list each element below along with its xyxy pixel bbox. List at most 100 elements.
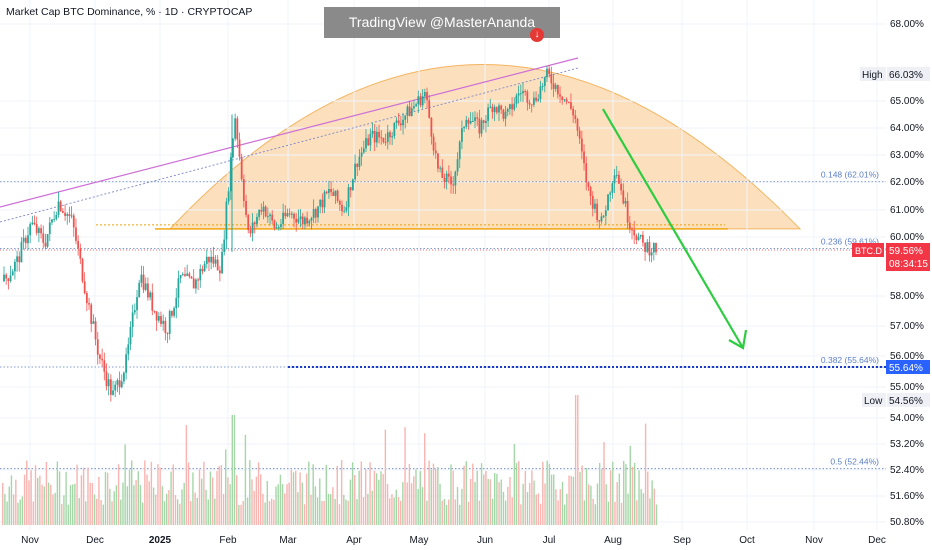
volume-bar — [524, 470, 527, 525]
volume-bar — [255, 476, 258, 525]
volume-bar — [465, 461, 467, 525]
candle-body — [306, 217, 309, 224]
candle-body — [426, 92, 428, 101]
candle-body — [286, 213, 289, 217]
y-tick-label: 51.60% — [890, 491, 924, 502]
candle-body — [578, 130, 581, 139]
candle-body — [480, 120, 483, 134]
x-tick-label: Nov — [21, 535, 39, 546]
candle-body — [308, 220, 311, 224]
volume-bar — [327, 493, 330, 525]
volume-bar — [448, 499, 450, 525]
candle-body — [77, 240, 80, 249]
y-tick-label: 68.00% — [890, 19, 924, 30]
volume-bar — [15, 479, 17, 525]
volume-bar — [2, 482, 4, 525]
volume-bar — [192, 472, 194, 525]
volume-bar — [305, 473, 308, 525]
volume-bar — [308, 461, 310, 525]
volume-bar — [128, 469, 131, 525]
candle-body — [120, 381, 123, 388]
candle-body — [144, 283, 147, 290]
candle-body — [532, 97, 535, 105]
candle-body — [437, 153, 439, 169]
volume-bar — [594, 504, 596, 525]
candle-body — [229, 157, 232, 192]
volume-bar — [373, 470, 376, 525]
candle-body — [51, 219, 53, 223]
volume-bar — [568, 475, 570, 525]
candle-body — [631, 229, 633, 231]
candle-body — [530, 104, 533, 106]
candle-body — [360, 152, 363, 157]
volume-bar — [270, 498, 273, 525]
candle-body — [371, 130, 374, 134]
candle-body — [288, 213, 291, 215]
volume-bar — [183, 482, 185, 525]
volume-bar — [531, 470, 533, 525]
candle-body — [635, 235, 638, 241]
volume-bar — [417, 489, 419, 525]
candle-body — [127, 344, 130, 355]
candle-body — [517, 93, 520, 96]
candle-body — [618, 174, 620, 184]
volume-bar — [513, 443, 516, 525]
candle-body — [347, 187, 350, 208]
candle-body — [277, 227, 280, 229]
candle-body — [491, 106, 494, 113]
candle-body — [151, 292, 154, 311]
volume-bar — [563, 504, 566, 525]
candle-body — [177, 278, 180, 298]
x-tick-label: 2025 — [149, 535, 172, 546]
candle-body — [439, 167, 442, 169]
candle-body — [441, 167, 444, 178]
volume-bar — [168, 490, 170, 525]
candle-body — [458, 141, 461, 160]
candle-body — [624, 201, 627, 204]
volume-bar — [67, 504, 69, 525]
candle-body — [565, 99, 568, 102]
symbol-badge-text: BTC.D — [855, 246, 883, 256]
candle-body — [604, 210, 607, 216]
candle-body — [61, 211, 64, 213]
volume-bar — [43, 486, 45, 525]
volume-bar — [336, 465, 338, 525]
volume-bar — [159, 467, 161, 525]
volume-bar — [190, 501, 192, 525]
candle-body — [55, 214, 58, 220]
volume-bar — [480, 463, 483, 525]
candle-body — [96, 339, 99, 355]
volume-bar — [176, 499, 179, 525]
candle-body — [99, 354, 101, 359]
candle-body — [580, 138, 583, 152]
candle-body — [367, 138, 370, 146]
volume-bar — [502, 491, 505, 525]
candle-body — [11, 271, 14, 276]
low-label: Low — [864, 396, 883, 407]
volume-bar — [170, 471, 172, 525]
watermark: TradingView @MasterAnanda — [324, 7, 560, 38]
candle-body — [105, 371, 108, 387]
volume-bar — [338, 504, 341, 525]
candle-body — [325, 191, 328, 193]
candle-body — [637, 236, 640, 241]
candle-body — [92, 321, 95, 324]
volume-bar — [330, 494, 332, 525]
candle-body — [330, 189, 332, 193]
volume-bar — [647, 471, 649, 525]
down-arrow-head — [728, 329, 748, 350]
volume-bar — [6, 501, 8, 525]
candle-body — [495, 107, 498, 113]
candle-body — [22, 237, 25, 242]
volume-bar — [288, 482, 290, 525]
volume-bar — [91, 483, 94, 525]
volume-bar — [98, 476, 100, 525]
candle-body — [168, 311, 171, 334]
candle-body — [375, 131, 378, 143]
volume-bar — [404, 427, 406, 525]
volume-bar — [430, 469, 432, 525]
candle-body — [232, 138, 234, 158]
candle-body — [648, 242, 651, 256]
candle-body — [194, 279, 197, 289]
